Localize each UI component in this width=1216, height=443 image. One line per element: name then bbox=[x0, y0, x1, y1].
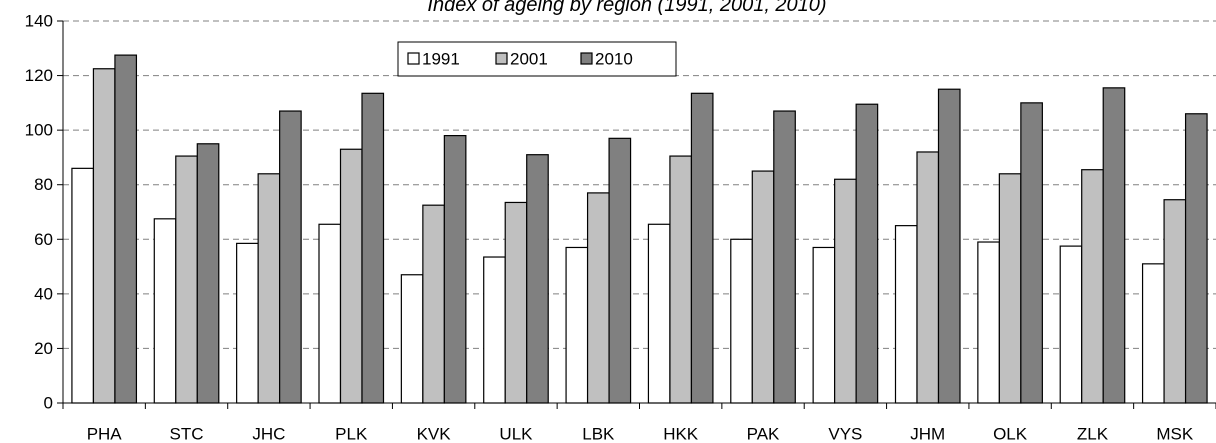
bar-1991-vys bbox=[812, 246, 836, 404]
legend-box bbox=[397, 41, 677, 77]
x-tick-label: HKK bbox=[663, 425, 699, 443]
bar-2001-pha bbox=[92, 68, 116, 404]
bar-2001-hkk bbox=[669, 155, 693, 404]
bar-1991-stc bbox=[153, 218, 177, 404]
bar-1991-kvk bbox=[400, 274, 424, 404]
bar-2001-plk bbox=[339, 148, 363, 404]
bar-2001-zlk bbox=[1081, 169, 1104, 404]
legend-swatch-1991 bbox=[407, 52, 420, 65]
bar-1991-pha bbox=[71, 167, 95, 404]
bar-2001-msk bbox=[1163, 199, 1187, 404]
bar-1991-hkk bbox=[647, 223, 671, 404]
legend-swatch-2001 bbox=[495, 52, 508, 65]
x-tick-label: PAK bbox=[747, 425, 780, 443]
bar-2001-jhm bbox=[916, 151, 940, 404]
bar-2010-jhm bbox=[937, 88, 961, 404]
bar-2001-ulk bbox=[504, 201, 528, 404]
bar-2010-zlk bbox=[1102, 87, 1126, 404]
y-tick-label: 140 bbox=[25, 12, 53, 31]
x-tick-label: MSK bbox=[1156, 425, 1194, 443]
bar-1991-pak bbox=[730, 238, 753, 404]
bar-2010-ulk bbox=[526, 154, 549, 404]
bar-2001-vys bbox=[834, 178, 857, 404]
bar-2010-pak bbox=[773, 110, 796, 404]
bar-1991-zlk bbox=[1059, 245, 1083, 404]
y-tick-label: 120 bbox=[25, 66, 53, 85]
bar-2010-olk bbox=[1020, 102, 1043, 404]
bar-2010-pha bbox=[114, 54, 138, 404]
bar-2010-plk bbox=[361, 92, 385, 404]
bar-2010-jhc bbox=[279, 110, 302, 404]
legend: 1991 2001 2010 bbox=[397, 41, 677, 77]
legend-label-1991: 1991 bbox=[422, 50, 460, 69]
x-tick-label: VYS bbox=[828, 425, 862, 443]
bar-1991-msk bbox=[1141, 263, 1165, 404]
bar-2010-lbk bbox=[608, 137, 632, 404]
bars bbox=[71, 54, 1208, 404]
bar-2001-lbk bbox=[586, 192, 610, 404]
y-tick-label: 80 bbox=[34, 175, 53, 194]
x-tick-label: JHC bbox=[252, 425, 285, 443]
x-tick-label: OLK bbox=[993, 425, 1028, 443]
x-tick-label: PLK bbox=[335, 425, 368, 443]
y-tick-label: 60 bbox=[34, 230, 53, 249]
bar-2010-vys bbox=[855, 103, 879, 404]
x-tick-label: PHA bbox=[87, 425, 123, 443]
bar-1991-ulk bbox=[483, 256, 506, 404]
y-tick-label: 100 bbox=[25, 121, 53, 140]
bar-2001-olk bbox=[998, 173, 1022, 404]
bar-1991-lbk bbox=[565, 246, 589, 404]
x-tick-label: KVK bbox=[417, 425, 452, 443]
legend-label-2010: 2010 bbox=[595, 50, 633, 69]
bar-2010-kvk bbox=[443, 135, 467, 404]
bar-2001-kvk bbox=[422, 204, 445, 404]
bar-1991-jhm bbox=[894, 225, 918, 404]
x-tick-label: JHM bbox=[910, 425, 945, 443]
axes: 0 20 40 60 80 100 120 140 PHA STC JHC PLK KVK ULK LBK H… bbox=[25, 12, 1216, 443]
bar-1991-olk bbox=[977, 241, 1000, 404]
x-tick-label: STC bbox=[170, 425, 204, 443]
chart-title: Index of ageing by region (1991, 2001, 2… bbox=[427, 0, 826, 16]
bar-2010-msk bbox=[1184, 113, 1208, 404]
bar-1991-plk bbox=[318, 223, 342, 404]
bar-2001-pak bbox=[751, 170, 775, 404]
legend-swatch-2010 bbox=[580, 52, 593, 65]
y-tick-label: 0 bbox=[44, 394, 53, 413]
legend-label-2001: 2001 bbox=[510, 50, 548, 69]
y-tick-label: 20 bbox=[34, 339, 53, 358]
x-tick-label: ULK bbox=[499, 425, 533, 443]
bar-2010-hkk bbox=[690, 92, 714, 404]
bar-2010-stc bbox=[196, 143, 220, 404]
x-tick-label: LBK bbox=[582, 425, 615, 443]
bar-1991-jhc bbox=[236, 242, 259, 404]
bar-2001-stc bbox=[175, 155, 198, 404]
x-tick-label: ZLK bbox=[1077, 425, 1109, 443]
bar-2001-jhc bbox=[257, 173, 281, 404]
y-tick-label: 40 bbox=[34, 284, 53, 303]
